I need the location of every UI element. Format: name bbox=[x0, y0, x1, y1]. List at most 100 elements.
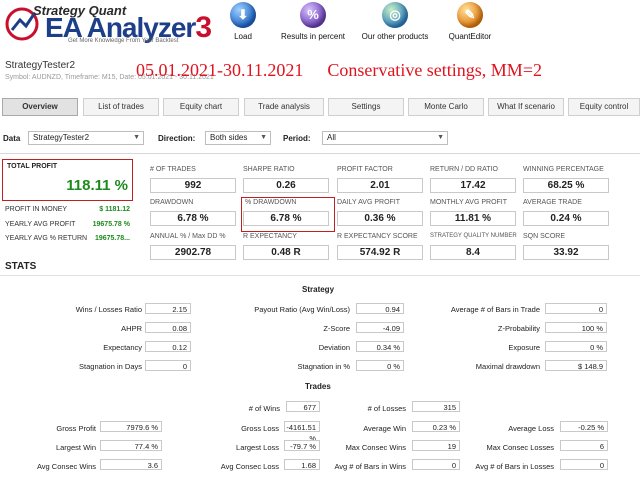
metric-value: 2.01 bbox=[337, 178, 423, 193]
stat-label: AHPR bbox=[121, 324, 142, 333]
symbol-line: Symbol: AUDNZD, Timeframe: M15, Date: 05… bbox=[5, 74, 214, 81]
metric-label: DAILY AVG PROFIT bbox=[337, 199, 401, 206]
period-label: Period: bbox=[283, 134, 311, 143]
stat-label: Avg Consec Wins bbox=[36, 462, 96, 471]
tab-overview[interactable]: Overview bbox=[2, 98, 78, 116]
metric-label: AVERAGE TRADE bbox=[523, 199, 582, 206]
stat-label: Average Win bbox=[363, 424, 406, 433]
tab-settings[interactable]: Settings bbox=[328, 98, 404, 116]
profit-in-money-label: PROFIT IN MONEY bbox=[5, 206, 68, 213]
total-profit-label: TOTAL PROFIT bbox=[7, 163, 58, 170]
yearly-avg-profit-value: 19675.78 % bbox=[92, 221, 130, 228]
logo-version: 3 bbox=[195, 11, 212, 44]
drawdown-highlight-box bbox=[241, 197, 335, 232]
tab-trade-analysis[interactable]: Trade analysis bbox=[244, 98, 324, 116]
profit-in-money-value: $ 1181.12 bbox=[99, 206, 130, 213]
tester-name: StrategyTester2 bbox=[5, 60, 76, 71]
direction-label: Direction: bbox=[158, 134, 196, 143]
stat-value: -79.7 % bbox=[284, 440, 320, 451]
divider bbox=[0, 275, 640, 276]
globe-icon: ◎ bbox=[382, 2, 408, 28]
date-range: 05.01.2021-30.11.2021 bbox=[136, 60, 304, 80]
metric-value: 6.78 % bbox=[150, 211, 236, 226]
percent-icon: % bbox=[300, 2, 326, 28]
tab-equity-control[interactable]: Equity control bbox=[568, 98, 640, 116]
stat-label: # of Losses bbox=[367, 404, 406, 413]
stat-value: 7979.6 % bbox=[100, 421, 162, 432]
metric-value: 8.4 bbox=[430, 245, 516, 260]
load-button[interactable]: ⬇ Load bbox=[226, 2, 260, 41]
metric-value: 68.25 % bbox=[523, 178, 609, 193]
stat-value: 6 bbox=[560, 440, 608, 451]
metric-label: STRATEGY QUALITY NUMBER bbox=[430, 233, 517, 239]
stat-label: Z-Score bbox=[323, 324, 350, 333]
tab-list-of-trades[interactable]: List of trades bbox=[83, 98, 159, 116]
tab-equity-chart[interactable]: Equity chart bbox=[163, 98, 239, 116]
stat-label: Average Loss bbox=[508, 424, 554, 433]
metric-label: ANNUAL % / Max DD % bbox=[150, 233, 226, 240]
stat-value: $ 148.9 bbox=[545, 360, 607, 371]
data-select[interactable]: StrategyTester2 ▼ bbox=[28, 131, 144, 145]
tab-monte-carlo[interactable]: Monte Carlo bbox=[408, 98, 484, 116]
results-in-percent-button[interactable]: % Results in percent bbox=[277, 2, 349, 41]
strategyquant-logo-icon bbox=[5, 7, 39, 41]
stat-label: Gross Loss bbox=[241, 424, 279, 433]
pencil-icon: ✎ bbox=[457, 2, 483, 28]
metric-label: PROFIT FACTOR bbox=[337, 166, 393, 173]
our-other-products-label: Our other products bbox=[361, 32, 429, 41]
stat-value: 0 % bbox=[356, 360, 404, 371]
logo-tagline: Get More Knowledge From Your Backtest bbox=[68, 38, 179, 44]
stat-value: -0.25 % bbox=[560, 421, 608, 432]
stat-value: 19 bbox=[412, 440, 460, 451]
data-select-value: StrategyTester2 bbox=[33, 133, 90, 142]
period-select-value: All bbox=[327, 133, 336, 142]
yearly-avg-return-label: YEARLY AVG % RETURN bbox=[5, 235, 88, 242]
stat-label: Stagnation in Days bbox=[79, 362, 142, 371]
stat-label: Max Consec Losses bbox=[486, 443, 554, 452]
yearly-avg-return-value: 19675.78... bbox=[94, 235, 130, 242]
stat-value: 315 bbox=[412, 401, 460, 412]
quanteditor-label: QuantEditor bbox=[448, 32, 492, 41]
stat-value: 77.4 % bbox=[100, 440, 162, 451]
total-profit-box: TOTAL PROFIT 118.11 % bbox=[2, 159, 133, 201]
metric-label: WINNING PERCENTAGE bbox=[523, 166, 604, 173]
stat-label: Wins / Losses Ratio bbox=[75, 305, 142, 314]
metric-label: R EXPECTANCY bbox=[243, 233, 297, 240]
stat-value: -4161.51 % bbox=[284, 421, 320, 443]
metric-value: 0.48 R bbox=[243, 245, 329, 260]
stat-value: 0 bbox=[145, 360, 191, 371]
stat-value: 0 bbox=[545, 303, 607, 314]
metric-label: RETURN / DD RATIO bbox=[430, 166, 498, 173]
stat-value: 0.12 bbox=[145, 341, 191, 352]
stat-label: Largest Loss bbox=[236, 443, 279, 452]
stat-value: 1.68 bbox=[284, 459, 320, 470]
stat-label: Largest Win bbox=[55, 443, 96, 452]
stat-value: 0 bbox=[412, 459, 460, 470]
metric-label: % DRAWDOWN bbox=[245, 199, 297, 206]
tab-bar: Overview List of trades Equity chart Tra… bbox=[0, 98, 640, 116]
stat-label: Exposure bbox=[508, 343, 540, 352]
metric-value: 574.92 R bbox=[337, 245, 423, 260]
metric-value: 17.42 bbox=[430, 178, 516, 193]
period-select[interactable]: All ▼ bbox=[322, 131, 448, 145]
stat-value: 0 bbox=[560, 459, 608, 470]
chevron-down-icon: ▼ bbox=[260, 134, 267, 141]
quanteditor-button[interactable]: ✎ QuantEditor bbox=[440, 2, 500, 41]
strategy-section-title: Strategy bbox=[302, 285, 335, 294]
metric-label: DRAWDOWN bbox=[150, 199, 194, 206]
our-other-products-button[interactable]: ◎ Our other products bbox=[355, 2, 435, 41]
metric-value: 0.24 % bbox=[523, 211, 609, 226]
data-label: Data bbox=[3, 134, 21, 143]
stat-value: 2.15 bbox=[145, 303, 191, 314]
chevron-down-icon: ▼ bbox=[437, 134, 444, 141]
stats-title: STATS bbox=[5, 261, 37, 272]
metric-value: 6.78 % bbox=[243, 211, 329, 226]
stat-label: Z-Probability bbox=[497, 324, 540, 333]
settings-label: Conservative settings, MM=2 bbox=[327, 60, 542, 80]
stat-value: 100 % bbox=[545, 322, 607, 333]
direction-select[interactable]: Both sides ▼ bbox=[205, 131, 271, 145]
tab-what-if-scenario[interactable]: What If scenario bbox=[488, 98, 564, 116]
metric-value: 2902.78 bbox=[150, 245, 236, 260]
stat-value: 0.08 bbox=[145, 322, 191, 333]
metric-value: 33.92 bbox=[523, 245, 609, 260]
